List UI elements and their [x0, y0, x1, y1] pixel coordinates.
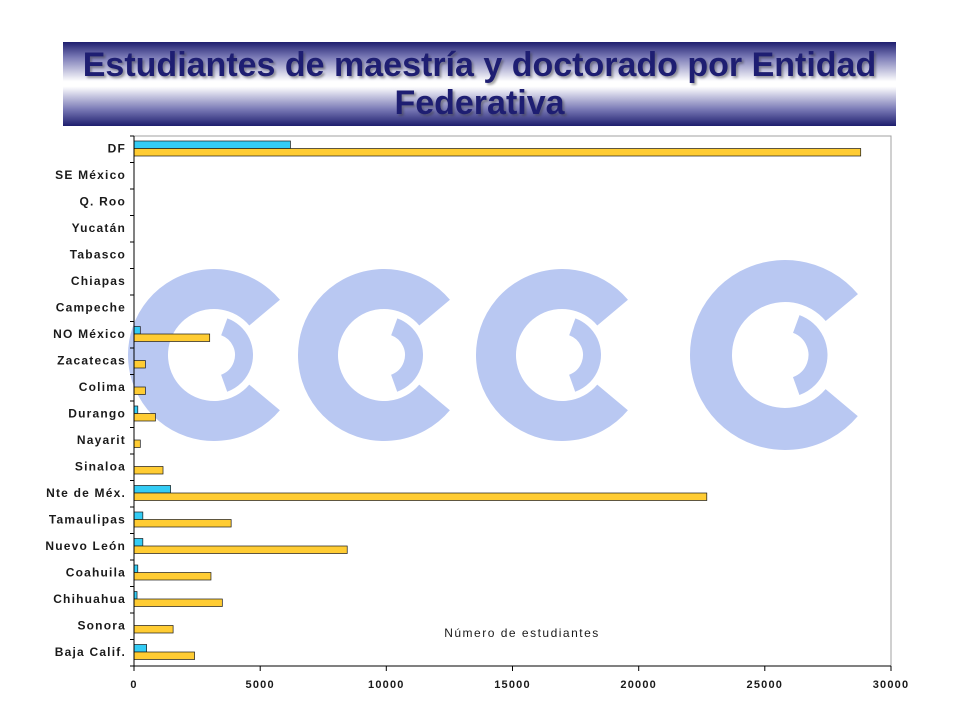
bar-nuevo-leon-series-2: [133, 545, 348, 554]
watermark-ring-2: [298, 269, 470, 441]
category-label-coahuila: Coahuila: [66, 565, 126, 579]
bar-zacatecas-series-2: [133, 360, 146, 369]
category-label-chihuahua: Chihuahua: [53, 592, 126, 606]
ring-logo-icon: [127, 260, 880, 450]
bar-baja-calif-series-2: [133, 651, 195, 660]
category-label-sinaloa: Sinaloa: [75, 459, 126, 473]
category-label-baja-calif: Baja Calif.: [55, 645, 126, 659]
x-tick-label: 25000: [747, 679, 784, 691]
category-label-df: DF: [108, 141, 126, 155]
category-label-nuevo-leon: Nuevo León: [45, 539, 126, 553]
category-label-sonora: Sonora: [77, 618, 126, 632]
x-axis-title: Número de estudiantes: [444, 626, 600, 640]
category-label-q-roo: Q. Roo: [79, 194, 126, 208]
category-label-nte-de-mex: Nte de Méx.: [46, 486, 126, 500]
category-label-colima: Colima: [79, 380, 126, 394]
bar-df-series-1: [133, 140, 291, 149]
bar-no-mexico-series-1: [133, 326, 141, 335]
category-label-chiapas: Chiapas: [71, 274, 126, 288]
bar-nuevo-leon-series-1: [133, 538, 144, 547]
x-tick-label: 20000: [620, 679, 657, 691]
category-label-tabasco: Tabasco: [70, 247, 126, 261]
bar-sinaloa-series-2: [133, 466, 164, 475]
bar-nte-de-mex-series-2: [133, 492, 708, 501]
category-label-durango: Durango: [68, 406, 126, 420]
bar-colima-series-2: [133, 386, 146, 395]
watermark-ring-1: [127, 269, 300, 441]
category-label-campeche: Campeche: [56, 300, 126, 314]
bar-tamaulipas-series-1: [133, 511, 144, 520]
category-label-yucatan: Yucatán: [72, 221, 126, 235]
bar-chihuahua-series-2: [133, 598, 223, 607]
x-tick-label: 10000: [368, 679, 405, 691]
bar-tamaulipas-series-2: [133, 519, 232, 528]
bar-df-series-2: [133, 148, 862, 157]
category-label-nayarit: Nayarit: [77, 433, 126, 447]
y-axis-ticks: [130, 135, 134, 667]
x-axis-tick-labels: 0 5000 10000 15000 20000 25000 30000: [130, 679, 910, 691]
bar-coahuila-series-2: [133, 572, 212, 581]
chart-title: Estudiantes de maestría y doctorado por …: [82, 46, 877, 122]
bar-no-mexico-series-2: [133, 333, 211, 342]
bar-series-group: [133, 140, 862, 660]
x-tick-label: 30000: [873, 679, 910, 691]
bar-durango-series-1: [133, 405, 139, 414]
y-axis-category-labels: DF SE México Q. Roo Yucatán Tabasco Chiapas Ca…: [45, 141, 126, 659]
x-axis-ticks: [133, 666, 892, 671]
bar-nte-de-mex-series-1: [133, 485, 171, 494]
x-tick-label: 0: [130, 679, 137, 691]
category-label-tamaulipas: Tamaulipas: [49, 512, 126, 526]
category-label-no-mexico: NO México: [53, 327, 126, 341]
category-label-se-mexico: SE México: [55, 168, 126, 182]
x-tick-label: 15000: [494, 679, 531, 691]
bar-durango-series-2: [133, 413, 156, 422]
watermark-ring-4: [690, 260, 880, 450]
bar-baja-calif-series-1: [133, 644, 147, 653]
category-label-zacatecas: Zacatecas: [57, 353, 126, 367]
x-tick-label: 5000: [246, 679, 275, 691]
bar-nayarit-series-2: [133, 439, 141, 448]
watermark-ring-3: [476, 269, 648, 441]
bar-sonora-series-2: [133, 625, 174, 634]
title-banner: Estudiantes de maestría y doctorado por …: [63, 42, 896, 126]
bar-coahuila-series-1: [133, 564, 139, 573]
